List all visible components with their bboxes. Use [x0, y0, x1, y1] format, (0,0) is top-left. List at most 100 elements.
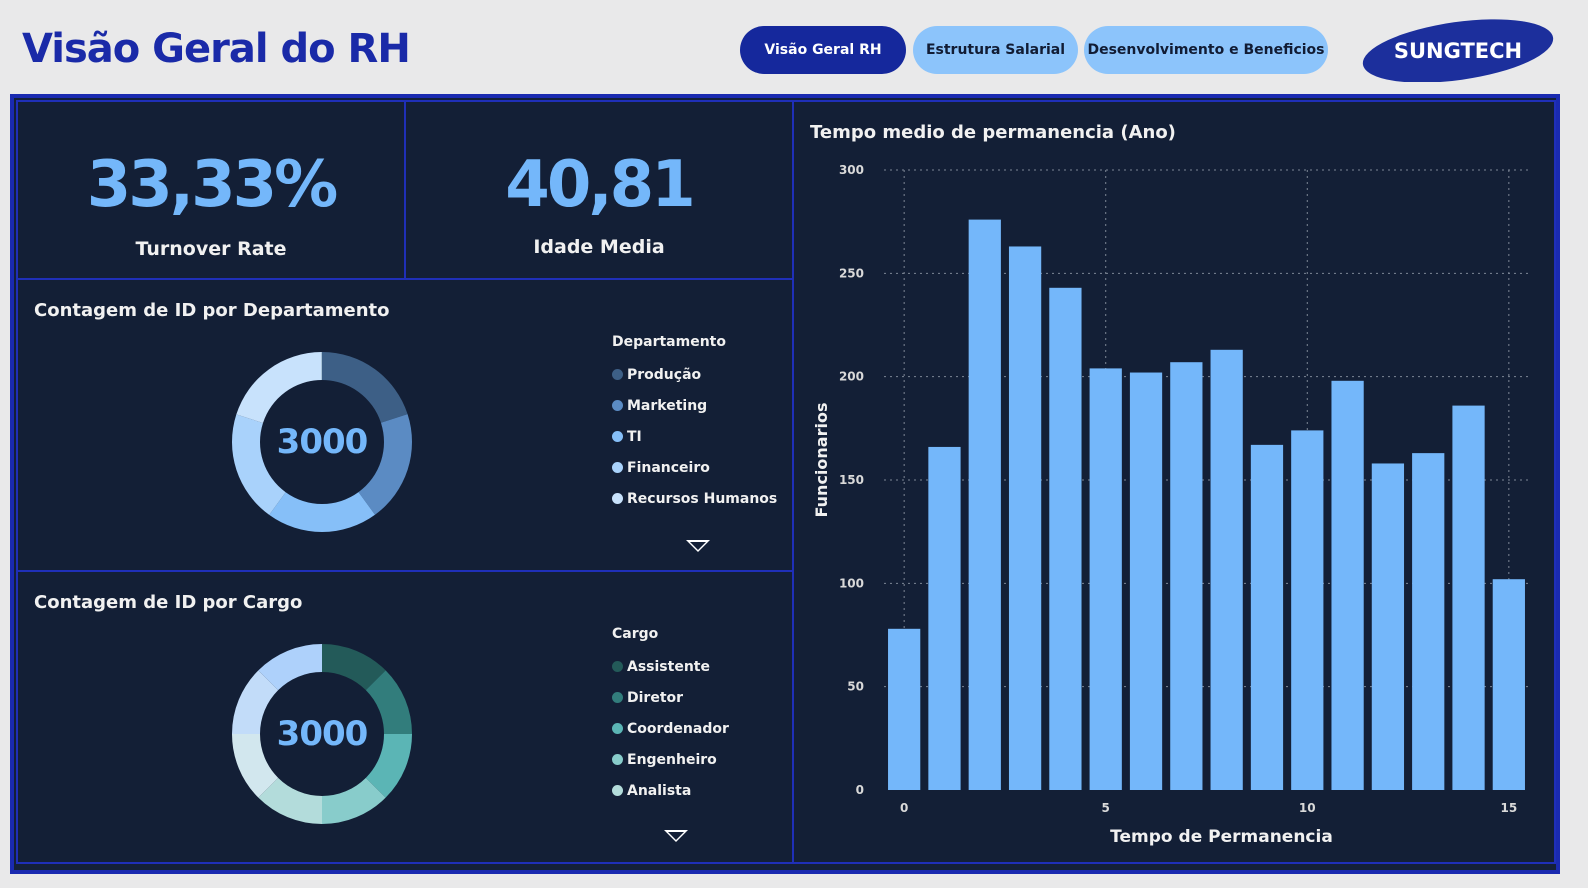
- page-title: Visão Geral do RH: [22, 26, 411, 72]
- donut-slice-producao[interactable]: [322, 352, 408, 423]
- donut-slice-analista[interactable]: [258, 777, 322, 824]
- x-tick-label: 15: [1500, 801, 1517, 815]
- y-tick-label: 300: [839, 163, 864, 177]
- legend-item-producao[interactable]: Produção: [612, 359, 777, 390]
- donut-slice-recursos-humanos[interactable]: [236, 352, 322, 423]
- turnover-value: 33,33%: [86, 148, 339, 222]
- bar-7[interactable]: [1170, 362, 1203, 790]
- kpi-idade-card: 40,81 Idade Media: [404, 100, 794, 280]
- legend-item-recursos-humanos[interactable]: Recursos Humanos: [612, 483, 777, 514]
- kpi-turnover-card: 33,33% Turnover Rate: [16, 100, 406, 280]
- departamento-legend: Departamento Produção Marketing TI Financei…: [612, 334, 777, 514]
- bar-6[interactable]: [1129, 372, 1163, 790]
- x-tick-label: 5: [1102, 801, 1110, 815]
- legend-dot-icon: [612, 431, 623, 442]
- donut-slice-other-2[interactable]: [232, 670, 279, 734]
- donut-slice-coordenador[interactable]: [365, 734, 412, 798]
- legend-dot-icon: [612, 493, 623, 504]
- legend-item-engenheiro[interactable]: Engenheiro: [612, 744, 729, 775]
- x-tick-label: 0: [900, 801, 908, 815]
- legend-item-coordenador[interactable]: Coordenador: [612, 713, 729, 744]
- legend-label: Marketing: [627, 397, 708, 414]
- y-tick-label: 250: [839, 266, 864, 280]
- cargo-legend-title: Cargo: [612, 626, 659, 642]
- departamento-total: 3000: [276, 422, 369, 462]
- cargo-legend-more-icon[interactable]: [664, 830, 688, 842]
- legend-dot-icon: [612, 400, 623, 411]
- bar-4[interactable]: [1049, 287, 1082, 790]
- legend-label: Analista: [627, 782, 692, 799]
- y-tick-label: 50: [847, 680, 864, 694]
- y-tick-label: 150: [839, 473, 864, 487]
- cargo-donut[interactable]: [230, 642, 414, 826]
- legend-label: Coordenador: [627, 720, 729, 737]
- legend-item-financeiro[interactable]: Financeiro: [612, 452, 777, 483]
- cargo-total: 3000: [276, 714, 369, 754]
- legend-item-diretor[interactable]: Diretor: [612, 682, 729, 713]
- idade-label: Idade Media: [533, 236, 665, 258]
- bar-3[interactable]: [1008, 246, 1042, 790]
- departamento-chart-title: Contagem de ID por Departamento: [34, 300, 390, 321]
- legend-label: Engenheiro: [627, 751, 717, 768]
- permanencia-chart-title: Tempo medio de permanencia (Ano): [810, 122, 1176, 143]
- nav-visao-geral-rh-button[interactable]: Visão Geral RH: [740, 26, 906, 74]
- legend-label: Financeiro: [627, 459, 710, 476]
- bar-11[interactable]: [1331, 380, 1364, 790]
- permanencia-chart-panel: Tempo medio de permanencia (Ano) 0 50 100 1…: [792, 100, 1556, 864]
- legend-dot-icon: [612, 462, 623, 473]
- donut-slice-other-1[interactable]: [232, 734, 279, 798]
- legend-dot-icon: [612, 785, 623, 796]
- y-tick-label: 100: [839, 576, 864, 590]
- legend-label: Recursos Humanos: [627, 490, 778, 507]
- legend-dot-icon: [612, 723, 623, 734]
- logo-text: SUNGTECH: [1394, 39, 1522, 63]
- sungtech-logo: SUNGTECH: [1362, 19, 1554, 82]
- legend-label: Assistente: [627, 658, 710, 675]
- bar-10[interactable]: [1291, 430, 1324, 790]
- bar-15[interactable]: [1492, 579, 1525, 790]
- legend-item-marketing[interactable]: Marketing: [612, 390, 777, 421]
- departamento-legend-more-icon[interactable]: [686, 540, 710, 552]
- nav-desenvolvimento-beneficios-button[interactable]: Desenvolvimento e Beneficios: [1084, 26, 1328, 74]
- x-axis-label: Tempo de Permanencia: [1110, 827, 1333, 847]
- donut-slice-ti[interactable]: [269, 492, 375, 532]
- bar-13[interactable]: [1412, 453, 1445, 790]
- bar-8[interactable]: [1210, 349, 1243, 790]
- y-axis-label: Funcionarios: [812, 403, 831, 518]
- idade-value: 40,81: [505, 148, 695, 222]
- bar-9[interactable]: [1250, 444, 1284, 790]
- donut-slice-other-3[interactable]: [258, 644, 322, 691]
- donut-slice-engenheiro[interactable]: [322, 777, 386, 824]
- legend-dot-icon: [612, 692, 623, 703]
- bar-12[interactable]: [1371, 463, 1405, 790]
- legend-item-assistente[interactable]: Assistente: [612, 651, 729, 682]
- legend-label: Diretor: [627, 689, 684, 706]
- legend-item-ti[interactable]: TI: [612, 421, 777, 452]
- bar-0[interactable]: [888, 628, 921, 790]
- donut-slice-financeiro[interactable]: [232, 414, 286, 515]
- departamento-donut[interactable]: [230, 350, 414, 534]
- turnover-label: Turnover Rate: [135, 238, 287, 260]
- departamento-chart-panel: Contagem de ID por Departamento 3000 Dep…: [16, 278, 794, 572]
- permanencia-bar-chart: 0 50 100 150 200 250 300 0 5 10 15 Tempo de Permane…: [812, 163, 1529, 847]
- bar-14[interactable]: [1452, 405, 1485, 790]
- donut-slice-assistente[interactable]: [322, 644, 386, 691]
- legend-dot-icon: [612, 661, 623, 672]
- cargo-chart-panel: Contagem de ID por Cargo 3000 Cargo Assi…: [16, 570, 794, 864]
- dashboard-frame: 33,33% Turnover Rate 40,81 Idade Media C…: [10, 94, 1560, 874]
- legend-dot-icon: [612, 369, 623, 380]
- y-tick-label: 0: [856, 783, 864, 797]
- bar-2[interactable]: [968, 219, 1001, 791]
- y-tick-label: 200: [839, 370, 864, 384]
- donut-slice-diretor[interactable]: [365, 670, 412, 734]
- departamento-legend-title: Departamento: [612, 334, 726, 350]
- nav-estrutura-salarial-button[interactable]: Estrutura Salarial: [913, 26, 1078, 74]
- bar-5[interactable]: [1089, 368, 1122, 790]
- legend-item-analista[interactable]: Analista: [612, 775, 729, 806]
- bar-1[interactable]: [928, 446, 961, 790]
- cargo-legend: Cargo Assistente Diretor Coordenador Engenh…: [612, 626, 729, 806]
- legend-dot-icon: [612, 754, 623, 765]
- donut-slice-marketing[interactable]: [358, 414, 412, 515]
- legend-label: TI: [627, 428, 642, 445]
- legend-label: Produção: [627, 366, 702, 383]
